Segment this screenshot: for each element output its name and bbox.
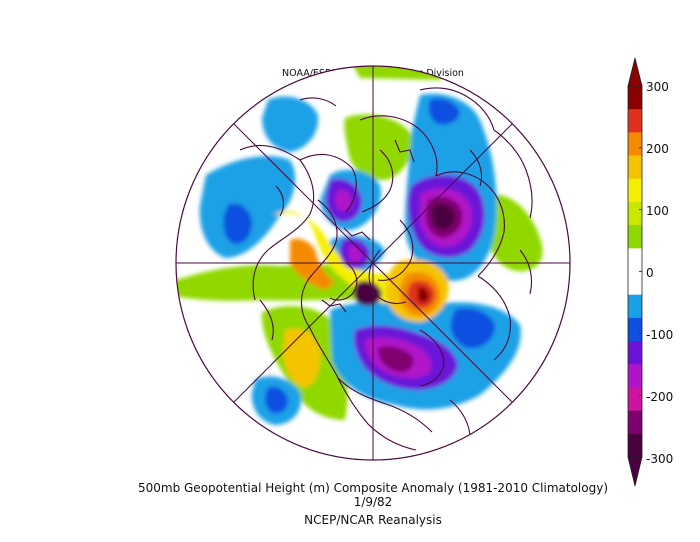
- colorbar: 300 200 100 0 -100 -200 -300: [627, 57, 673, 487]
- colorbar-band: [628, 294, 642, 319]
- figure-title: 500mb Geopotential Height (m) Composite …: [138, 481, 608, 495]
- figure-date: 1/9/82: [354, 495, 393, 509]
- colorbar-band: [628, 132, 642, 157]
- colorbar-band: [628, 410, 642, 435]
- colorbar-top-arrow: [627, 57, 643, 87]
- colorbar-band: [628, 178, 642, 203]
- colorbar-label-0: 0: [646, 266, 654, 280]
- colorbar-band: [628, 341, 642, 365]
- colorbar-bands: [628, 86, 642, 458]
- colorbar-label-100: 100: [646, 204, 669, 218]
- colorbar-label-200: 200: [646, 142, 669, 156]
- colorbar-band: [628, 433, 642, 458]
- colorbar-band: [628, 155, 642, 180]
- anomaly-fields: [176, 66, 570, 460]
- colorbar-band: [628, 248, 642, 272]
- colorbar-band: [628, 387, 642, 412]
- colorbar-band: [628, 86, 642, 110]
- polar-map: [175, 65, 571, 461]
- colorbar-ticks: 300 200 100 0 -100 -200 -300: [639, 80, 673, 466]
- figure-source: NCEP/NCAR Reanalysis: [304, 513, 442, 527]
- colorbar-label-300: 300: [646, 80, 669, 94]
- colorbar-label-minus-200: -200: [646, 390, 673, 404]
- colorbar-band: [628, 109, 642, 133]
- coastlines: [239, 87, 533, 451]
- colorbar-label-minus-100: -100: [646, 328, 673, 342]
- map-boundary: [175, 65, 571, 461]
- colorbar-band: [628, 201, 642, 226]
- colorbar-band: [628, 317, 642, 342]
- colorbar-band: [628, 364, 642, 388]
- meridians: [176, 66, 570, 460]
- colorbar-bottom-arrow: [627, 456, 643, 487]
- colorbar-label-minus-300: -300: [646, 452, 673, 466]
- colorbar-band: [628, 225, 642, 249]
- colorbar-band: [628, 271, 642, 296]
